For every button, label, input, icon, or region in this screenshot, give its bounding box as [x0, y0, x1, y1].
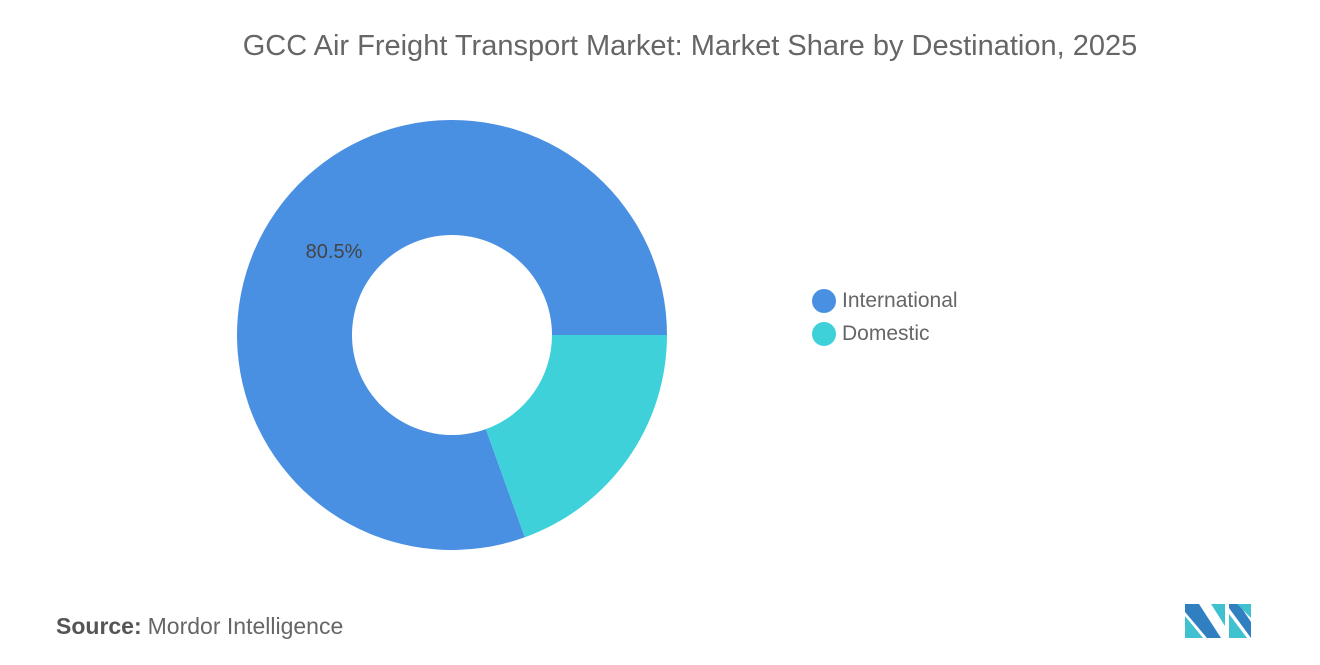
- legend-item-domestic[interactable]: Domestic: [812, 317, 958, 350]
- source-note: Source: Mordor Intelligence: [56, 613, 343, 640]
- source-label: Source:: [56, 613, 142, 639]
- data-label-international: 80.5%: [306, 241, 363, 263]
- legend-label: International: [842, 288, 958, 312]
- legend-swatch-international: [812, 288, 836, 313]
- source-value: Mordor Intelligence: [147, 613, 344, 639]
- slice-international[interactable]: [237, 120, 668, 551]
- slice-domestic[interactable]: [485, 335, 667, 538]
- legend-label: Domestic: [842, 321, 930, 345]
- legend-swatch-domestic: [812, 321, 836, 346]
- legend-item-international[interactable]: International: [812, 284, 958, 317]
- chart-title: GCC Air Freight Transport Market: Market…: [242, 30, 1138, 62]
- mordor-logo: [1185, 604, 1251, 638]
- legend: International Domestic: [812, 284, 958, 350]
